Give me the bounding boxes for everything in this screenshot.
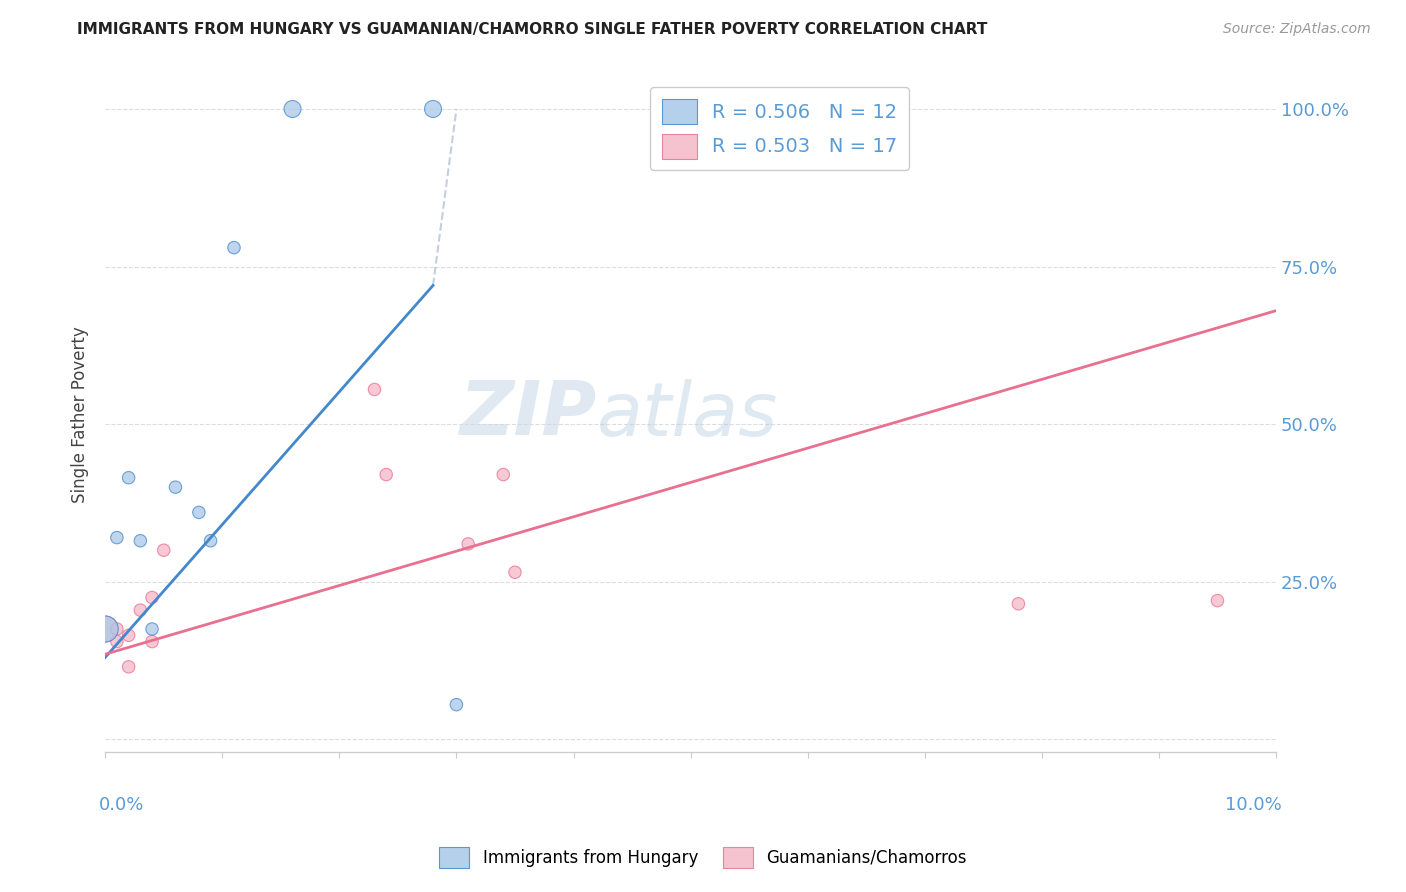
Point — [117, 660, 139, 674]
Point — [94, 622, 117, 636]
Text: 10.0%: 10.0% — [1225, 796, 1282, 814]
Point — [422, 102, 444, 116]
Point — [117, 628, 139, 642]
Point — [200, 533, 222, 548]
Text: Source: ZipAtlas.com: Source: ZipAtlas.com — [1223, 22, 1371, 37]
Point — [1206, 593, 1229, 607]
Text: ZIP: ZIP — [460, 378, 598, 451]
Point — [446, 698, 468, 712]
Text: atlas: atlas — [598, 379, 779, 450]
Legend: Immigrants from Hungary, Guamanians/Chamorros: Immigrants from Hungary, Guamanians/Cham… — [433, 840, 973, 875]
Point — [738, 102, 761, 116]
Point — [105, 634, 128, 648]
Point — [281, 102, 304, 116]
Point — [141, 634, 163, 648]
Point — [503, 566, 526, 580]
Y-axis label: Single Father Poverty: Single Father Poverty — [72, 326, 89, 503]
Point — [141, 591, 163, 605]
Point — [222, 241, 245, 255]
Point — [94, 622, 117, 636]
Point — [457, 537, 479, 551]
Point — [129, 603, 152, 617]
Text: 0.0%: 0.0% — [100, 796, 145, 814]
Point — [129, 533, 152, 548]
Legend: R = 0.506   N = 12, R = 0.503   N = 17: R = 0.506 N = 12, R = 0.503 N = 17 — [650, 87, 910, 170]
Point — [117, 471, 139, 485]
Point — [105, 531, 128, 545]
Point — [187, 505, 209, 519]
Point — [375, 467, 398, 482]
Point — [492, 467, 515, 482]
Point — [141, 622, 163, 636]
Point — [105, 622, 128, 636]
Point — [165, 480, 187, 494]
Point — [1007, 597, 1029, 611]
Point — [152, 543, 174, 558]
Point — [363, 383, 385, 397]
Text: IMMIGRANTS FROM HUNGARY VS GUAMANIAN/CHAMORRO SINGLE FATHER POVERTY CORRELATION : IMMIGRANTS FROM HUNGARY VS GUAMANIAN/CHA… — [77, 22, 987, 37]
